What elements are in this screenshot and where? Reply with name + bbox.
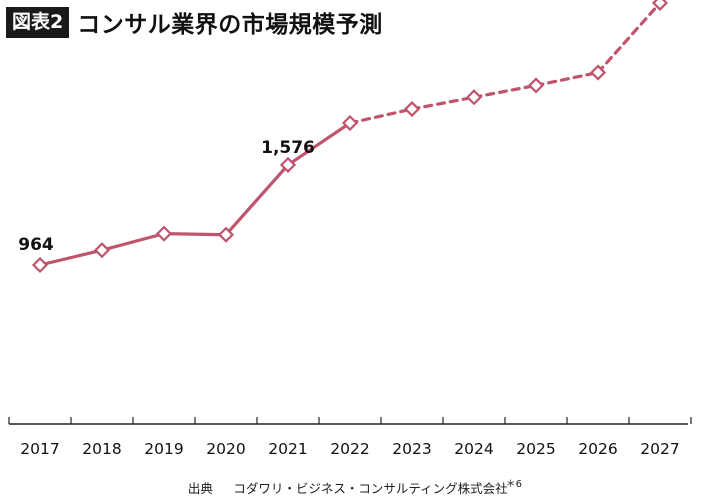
actual-segment — [286, 121, 352, 167]
data-point-2025 — [527, 77, 545, 94]
x-tick-label: 2018 — [82, 440, 121, 458]
source-text: コダワリ・ビジネス・コンサルティング株式会社 — [233, 481, 508, 496]
projected-segment — [596, 1, 662, 75]
x-tick-label: 2017 — [20, 440, 59, 458]
footnote-marker: ＊6 — [505, 479, 523, 490]
data-point-2023 — [403, 100, 421, 118]
data-point-2026 — [589, 64, 607, 81]
x-tick-label: 2022 — [330, 440, 369, 458]
x-tick-label: 2026 — [578, 440, 617, 458]
data-point-2027 — [651, 0, 669, 11]
projected-segment — [410, 95, 476, 111]
actual-segment — [224, 163, 290, 237]
x-tick-label: 2024 — [454, 440, 493, 458]
data-point-2021 — [279, 156, 297, 173]
data-points — [31, 0, 669, 274]
title-row: 図表2 コンサル業界の市場規模予測 — [6, 5, 383, 39]
x-tick-label: 2025 — [516, 440, 555, 458]
figure-badge: 図表2 — [6, 6, 70, 38]
series-lines — [38, 1, 662, 267]
data-point-2017 — [31, 256, 49, 274]
data-point-2020 — [217, 226, 235, 243]
projected-segment — [348, 107, 414, 125]
actual-segment — [100, 232, 166, 252]
source-label: 出典 — [187, 481, 213, 496]
x-tick-label: 2020 — [206, 440, 245, 458]
data-point-2018 — [93, 242, 111, 259]
x-tick-label: 2019 — [144, 440, 183, 458]
x-tick-label: 2021 — [268, 440, 307, 458]
actual-segment — [38, 248, 104, 267]
x-axis: 2017 2018 2019 2020 2021 2022 2023 2024 2025 2026… — [8, 417, 692, 458]
data-label-2021: 1,576 — [261, 138, 315, 158]
projected-segment — [472, 83, 538, 99]
x-tick-label: 2027 — [640, 440, 679, 458]
data-point-2022 — [341, 114, 359, 132]
actual-segment — [162, 232, 228, 237]
chart-title: コンサル業界の市場規模予測 — [77, 12, 383, 38]
source-note: 出典 コダワリ・ビジネス・コンサルティング株式会社＊6 — [0, 475, 710, 497]
x-tick-label: 2023 — [392, 440, 431, 458]
data-point-2024 — [465, 89, 483, 106]
projected-segment — [534, 70, 600, 88]
data-label-2017: 964 — [18, 235, 54, 255]
data-point-2019 — [155, 225, 173, 242]
